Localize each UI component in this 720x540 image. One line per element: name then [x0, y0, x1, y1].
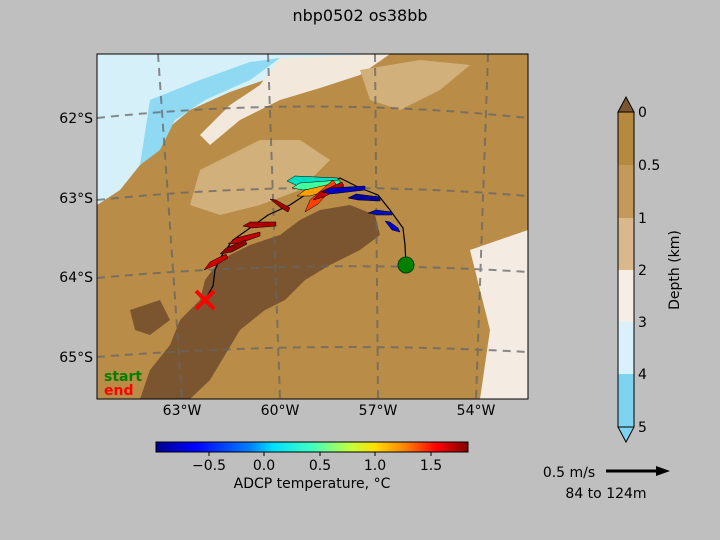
- vector-arrow: [384, 220, 401, 233]
- lon-label: 54°W: [457, 403, 496, 419]
- depth-tick-label: 4: [638, 367, 647, 383]
- end-label: end: [104, 383, 133, 399]
- depth-tick-label: 3: [638, 315, 647, 331]
- depth-colorbar-frame: [617, 111, 635, 428]
- mid-shelf-region: [190, 140, 330, 215]
- longitude-labels: 63°W 60°W 57°W 54°W: [163, 403, 496, 419]
- depth-colorbar-bottom-extension: [617, 426, 635, 444]
- depth-colorbar-band: [618, 270, 634, 322]
- start-label: start: [104, 369, 142, 385]
- depth-tick-label: 0: [638, 105, 647, 121]
- latitude-labels: 62°S 63°S 64°S 65°S: [59, 111, 93, 366]
- depth-colorbar-top-extension: [617, 95, 635, 113]
- depth-colorbar-band: [618, 112, 634, 165]
- start-marker: [397, 256, 415, 274]
- temp-tick-label: 1.5: [420, 458, 442, 474]
- temperature-colorbar-gradient: [155, 441, 469, 453]
- vector-arrow: [321, 185, 366, 195]
- depth-tick-label: 0.5: [638, 158, 660, 174]
- mid-shelf-region-2: [360, 60, 470, 110]
- map-frame: [96, 53, 529, 400]
- depth-colorbar-band: [618, 322, 634, 374]
- lat-label: 65°S: [59, 350, 93, 366]
- scale-speed-label: 0.5 m/s: [543, 465, 595, 481]
- vector-arrow: [367, 209, 393, 216]
- vector-arrow: [242, 221, 277, 229]
- temperature-colorbar-label: ADCP temperature, °C: [234, 476, 391, 492]
- shallow-bank-islet: [130, 300, 170, 335]
- temp-tick-label: 1.0: [364, 458, 386, 474]
- lat-label: 63°S: [59, 191, 93, 207]
- temp-tick-label: 0.0: [253, 458, 275, 474]
- lon-label: 57°W: [359, 403, 398, 419]
- scale-arrow-head: [656, 466, 670, 476]
- deep-water-region: [97, 54, 390, 205]
- depth-colorbar-band: [618, 165, 634, 218]
- scale-legend: 0.5 m/s 84 to 124m: [543, 465, 670, 502]
- vector-arrow: [227, 231, 261, 245]
- depth-colorbar: 0 0.5 1 2 3 4 5 Depth (km): [617, 95, 683, 444]
- lat-label: 62°S: [59, 111, 93, 127]
- temp-tick-label: −0.5: [192, 458, 226, 474]
- vector-arrow: [347, 193, 381, 202]
- depth-tick-label: 5: [638, 420, 647, 436]
- map-panel: start end: [97, 54, 528, 399]
- temperature-colorbar: −0.5 0.0 0.5 1.0 1.5 ADCP temperature, °…: [155, 441, 469, 492]
- depth-tick-label: 2: [638, 263, 647, 279]
- depth-colorbar-band: [618, 374, 634, 427]
- temp-tick-label: 0.5: [309, 458, 331, 474]
- depth-colorbar-label: Depth (km): [667, 230, 683, 310]
- lon-label: 63°W: [163, 403, 202, 419]
- figure-title: nbp0502 os38bb: [292, 6, 427, 25]
- vector-arrow: [269, 198, 291, 213]
- scale-depth-range-label: 84 to 124m: [565, 486, 646, 502]
- eastern-water-region: [470, 230, 528, 399]
- lat-label: 64°S: [59, 270, 93, 286]
- velocity-vectors: [203, 175, 401, 271]
- slope-band: [200, 54, 390, 145]
- lon-label: 60°W: [261, 403, 300, 419]
- end-marker: [194, 289, 216, 311]
- vector-arrow: [203, 253, 229, 271]
- vector-arrow: [219, 239, 248, 255]
- depth-colorbar-band: [618, 218, 634, 270]
- temperature-colorbar-ticks: −0.5 0.0 0.5 1.0 1.5: [192, 452, 442, 474]
- depth-tick-label: 1: [638, 211, 647, 227]
- depth-colorbar-ticks: 0 0.5 1 2 3 4 5: [638, 105, 660, 436]
